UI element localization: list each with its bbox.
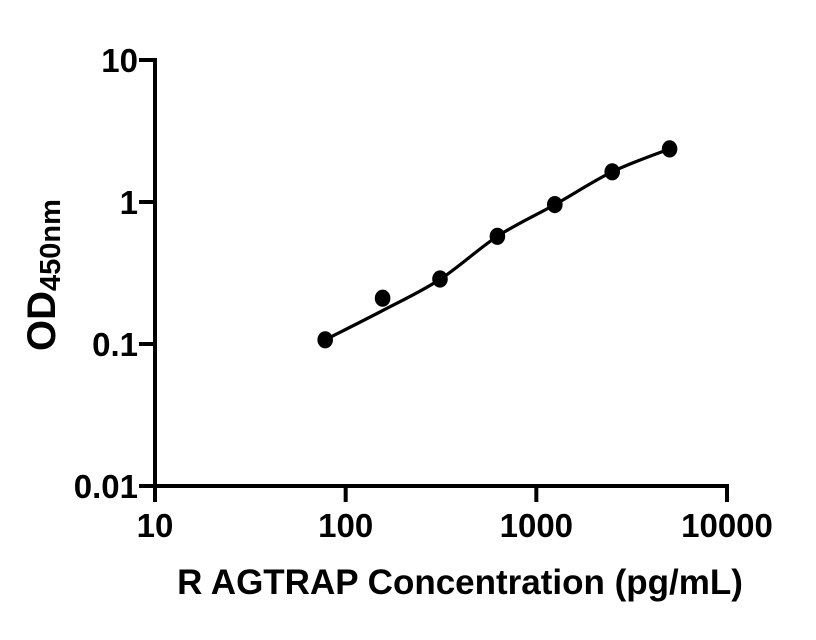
y-axis-title: OD 450nm [20, 190, 76, 360]
data-point-marker [489, 227, 506, 245]
data-point-marker [547, 196, 563, 214]
x-tick-label: 10000 [681, 507, 773, 544]
y-tick-label: 0.01 [74, 468, 138, 505]
x-tick-label: 100 [318, 507, 373, 544]
data-point-marker [661, 140, 678, 158]
data-point-marker [317, 331, 334, 349]
y-axis-title-text: OD [20, 290, 64, 351]
x-tick-label: 10 [137, 507, 174, 544]
y-tick-label: 0.1 [92, 326, 138, 363]
x-tick-label: 1000 [500, 507, 573, 544]
y-tick-label: 1 [120, 184, 138, 221]
data-point-marker [604, 163, 620, 181]
data-point-marker [374, 289, 391, 307]
data-point-marker [432, 270, 448, 288]
y-axis-title-subscript: 450nm [35, 199, 67, 291]
x-axis-title: R AGTRAP Concentration (pg/mL) [177, 563, 743, 602]
y-tick-label: 10 [101, 42, 138, 79]
